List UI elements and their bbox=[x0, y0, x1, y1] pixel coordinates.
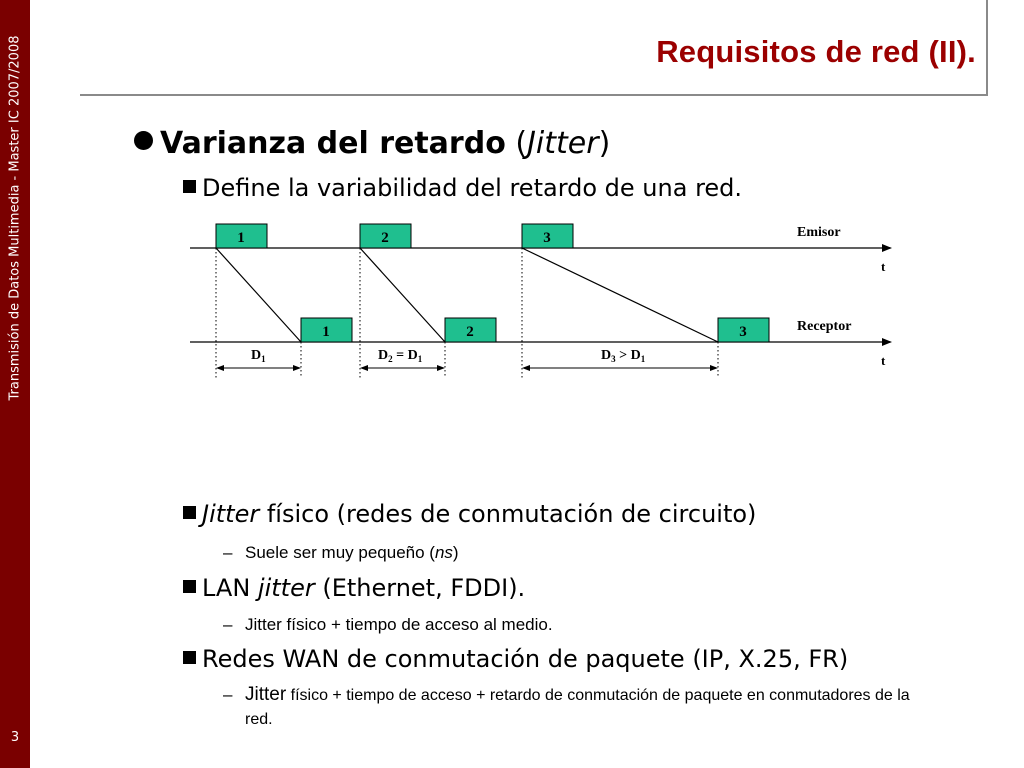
square-bullet-icon bbox=[183, 180, 196, 193]
receiver-arrow-icon bbox=[882, 338, 892, 346]
physical-jitter-italic: Jitter bbox=[202, 500, 260, 528]
lan-jitter-italic: jitter bbox=[257, 574, 315, 602]
lan-jitter-pre: LAN bbox=[202, 574, 258, 602]
slide-title: Requisitos de red (II). bbox=[656, 34, 976, 69]
detail-wan-first: Jitter bbox=[245, 684, 287, 705]
square-bullet-icon bbox=[183, 651, 196, 664]
sent-packet-3: 3 bbox=[521, 223, 574, 249]
dash-bullet: – bbox=[223, 543, 233, 562]
sub-bullet-physical-jitter: Jitter físico (redes de conmutación de c… bbox=[183, 500, 756, 528]
main-bullet-close: ) bbox=[598, 126, 611, 161]
detail-lan-text: Jitter físico + tiempo de acceso al medi… bbox=[245, 615, 553, 634]
delay-label-d1: D1 bbox=[251, 348, 266, 364]
title-vertical-divider bbox=[986, 0, 988, 96]
propagation-line-1 bbox=[215, 247, 302, 343]
delay-label-d3: D3 > D1 bbox=[601, 348, 646, 364]
dash-bullet: – bbox=[223, 615, 233, 634]
sender-arrow-icon bbox=[882, 244, 892, 252]
detail-wan-rest: físico + tiempo de acceso + retardo de c… bbox=[286, 687, 910, 704]
dash-bullet: – bbox=[223, 685, 233, 704]
page-number: 3 bbox=[10, 730, 20, 745]
lan-jitter-rest: (Ethernet, FDDI). bbox=[314, 574, 526, 602]
received-packet-2: 2 bbox=[444, 317, 497, 343]
detail-physical-close: ) bbox=[452, 543, 459, 562]
detail-lan-jitter: – Jitter físico + tiempo de acceso al med… bbox=[223, 615, 553, 635]
sent-packet-label: 3 bbox=[543, 230, 551, 246]
delay-arrow-d2 bbox=[360, 365, 445, 371]
square-bullet-icon bbox=[183, 506, 196, 519]
received-packet-1: 1 bbox=[300, 317, 353, 343]
sub-bullet-wan: Redes WAN de conmutación de paquete (IP,… bbox=[183, 645, 848, 673]
propagation-line-2 bbox=[359, 247, 446, 343]
delay-label-d2: D2 = D1 bbox=[378, 348, 423, 364]
receiver-label: Receptor bbox=[797, 319, 851, 334]
main-bullet: Varianza del retardo (Jitter) bbox=[134, 126, 610, 161]
main-bullet-bold: Varianza del retardo bbox=[160, 126, 506, 161]
sub-bullet-define: Define la variabilidad del retardo de un… bbox=[183, 174, 742, 202]
sidebar: Transmisión de Datos Multimedia - Master… bbox=[0, 0, 30, 768]
main-bullet-italic: Jitter bbox=[527, 126, 599, 161]
received-packet-3: 3 bbox=[717, 317, 770, 343]
sub-bullet-lan-jitter: LAN jitter (Ethernet, FDDI). bbox=[183, 574, 525, 602]
square-bullet-icon bbox=[183, 580, 196, 593]
received-packet-label: 2 bbox=[466, 324, 474, 340]
receiver-time-label: t bbox=[881, 353, 886, 368]
sender-time-label: t bbox=[881, 259, 886, 274]
detail-physical-text: Suele ser muy pequeño ( bbox=[245, 543, 435, 562]
received-packet-label: 3 bbox=[739, 324, 747, 340]
delay-arrow-d1 bbox=[216, 365, 301, 371]
received-packet-label: 1 bbox=[322, 324, 330, 340]
detail-physical-jitter: – Suele ser muy pequeño (ns) bbox=[223, 543, 459, 563]
title-divider bbox=[80, 94, 988, 96]
detail-wan-line2: red. bbox=[245, 711, 273, 728]
bullet-dot-icon bbox=[134, 131, 153, 150]
sent-packet-2: 2 bbox=[359, 223, 412, 249]
sub-bullet-define-text: Define la variabilidad del retardo de un… bbox=[202, 174, 743, 202]
wan-text: Redes WAN de conmutación de paquete (IP,… bbox=[202, 645, 849, 673]
sent-packet-label: 1 bbox=[237, 230, 245, 246]
detail-physical-italic: ns bbox=[434, 543, 453, 562]
physical-jitter-text: físico (redes de conmutación de circuito… bbox=[259, 500, 757, 528]
main-bullet-open: ( bbox=[505, 126, 528, 161]
delay-arrow-d3 bbox=[522, 365, 718, 371]
sender-label: Emisor bbox=[797, 225, 841, 240]
detail-wan: – Jitter físico + tiempo de acceso + reta… bbox=[223, 684, 910, 706]
propagation-line-3 bbox=[521, 247, 719, 343]
sent-packet-label: 2 bbox=[381, 230, 389, 246]
sent-packet-1: 1 bbox=[215, 223, 268, 249]
